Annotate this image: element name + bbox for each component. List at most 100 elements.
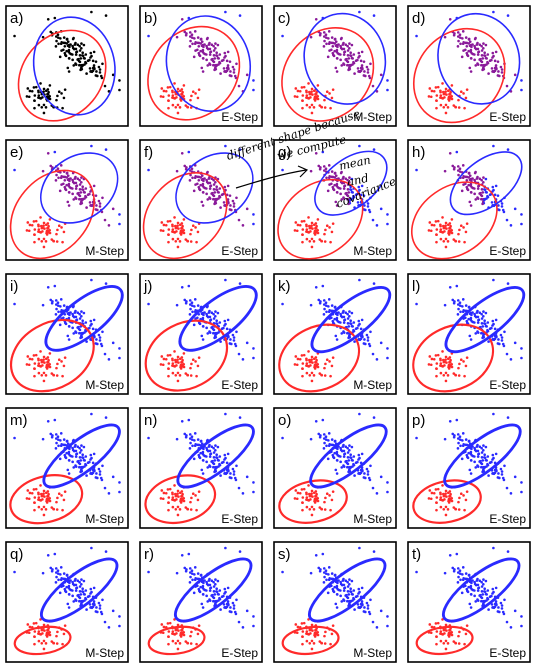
data-point	[428, 355, 432, 358]
data-point	[301, 630, 305, 633]
data-point	[212, 331, 215, 335]
data-point	[477, 50, 480, 54]
data-point	[39, 350, 42, 353]
data-point	[310, 103, 314, 107]
data-point	[458, 572, 462, 575]
data-point	[427, 95, 431, 98]
data-point	[74, 577, 77, 581]
data-point	[439, 357, 442, 361]
panel-frame	[5, 139, 129, 261]
data-point	[320, 507, 324, 511]
data-point	[481, 191, 485, 194]
data-point	[305, 639, 309, 643]
data-point	[359, 602, 363, 606]
data-point	[90, 546, 93, 550]
data-point	[190, 438, 194, 441]
data-point	[310, 489, 314, 493]
data-point	[58, 457, 62, 461]
data-point	[52, 239, 56, 243]
data-point	[217, 599, 220, 602]
data-point	[180, 88, 184, 91]
data-point	[349, 322, 353, 326]
data-point	[352, 589, 356, 592]
step-label: M-Step	[85, 244, 124, 258]
data-point	[332, 456, 336, 460]
data-point	[69, 186, 73, 190]
data-point	[206, 466, 210, 469]
data-point	[111, 73, 115, 77]
data-point	[478, 311, 482, 314]
data-point	[53, 418, 57, 422]
data-point	[194, 494, 197, 497]
step-label: M-Step	[353, 378, 392, 392]
data-point	[171, 357, 174, 361]
data-point	[342, 175, 345, 179]
data-point	[509, 492, 513, 495]
data-point	[430, 223, 434, 227]
blue-ellipse	[303, 12, 387, 105]
data-point	[34, 353, 38, 357]
data-point	[208, 187, 212, 190]
data-point	[45, 364, 49, 368]
data-point	[482, 310, 485, 313]
data-point	[229, 606, 232, 609]
data-point	[477, 318, 480, 322]
data-point	[241, 626, 245, 629]
data-point	[365, 333, 369, 337]
data-point	[491, 319, 495, 323]
data-point	[186, 507, 190, 511]
data-point	[44, 240, 48, 243]
data-point	[28, 625, 32, 629]
panel-label: p)	[412, 412, 425, 429]
data-point	[500, 68, 504, 71]
data-point	[80, 64, 84, 68]
data-point	[174, 641, 178, 645]
data-point	[212, 178, 215, 182]
data-point	[229, 338, 232, 341]
data-point	[318, 301, 322, 305]
data-point	[83, 593, 86, 596]
data-point	[330, 438, 334, 441]
data-point	[210, 311, 214, 314]
data-point	[61, 642, 64, 646]
data-point	[337, 588, 341, 592]
data-point	[329, 508, 332, 512]
data-point	[342, 196, 345, 199]
data-point	[78, 585, 82, 588]
data-point	[203, 186, 207, 190]
data-point	[84, 194, 87, 198]
data-point	[171, 94, 175, 97]
data-point	[335, 57, 339, 60]
data-point	[469, 204, 473, 207]
data-point	[360, 586, 364, 590]
data-point	[80, 466, 84, 470]
data-point	[330, 230, 334, 234]
data-point	[314, 490, 318, 493]
data-point	[306, 96, 310, 100]
data-point	[160, 355, 164, 358]
data-point	[190, 496, 193, 500]
data-point	[208, 181, 212, 185]
data-point	[205, 178, 208, 182]
data-point	[346, 446, 349, 450]
data-point	[54, 35, 58, 38]
data-point	[201, 325, 205, 328]
data-point	[47, 224, 50, 228]
data-point	[435, 233, 438, 237]
data-point	[457, 366, 460, 370]
data-point	[196, 175, 199, 179]
data-point	[57, 444, 60, 448]
data-point	[223, 605, 227, 609]
data-point	[226, 64, 230, 67]
data-point	[59, 432, 63, 435]
data-point	[298, 491, 302, 495]
data-point	[65, 573, 69, 577]
data-point	[480, 599, 483, 603]
data-point	[192, 189, 196, 193]
data-point	[476, 330, 479, 333]
data-point	[327, 298, 331, 301]
data-point	[46, 553, 50, 557]
data-point	[53, 552, 57, 556]
data-point	[187, 552, 191, 556]
